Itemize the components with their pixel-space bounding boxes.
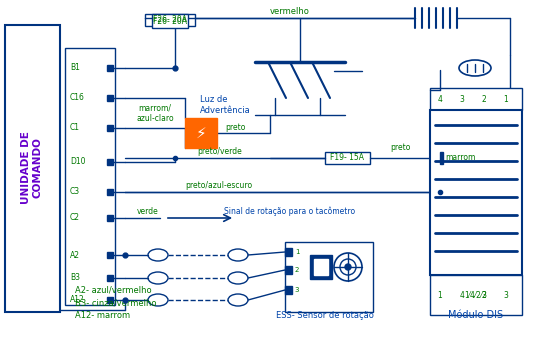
Text: 4: 4 [459, 290, 464, 299]
Text: 1⁄4⁄2⁄3: 1⁄4⁄2⁄3 [464, 290, 488, 299]
Text: F19- 15A: F19- 15A [330, 153, 364, 163]
Text: Luz de
Advertência: Luz de Advertência [200, 95, 251, 115]
Text: 3: 3 [295, 287, 299, 293]
Text: Módulo DIS: Módulo DIS [448, 310, 504, 320]
Bar [285, 242, 373, 312]
Text: preto/azul-escuro: preto/azul-escuro [185, 182, 252, 191]
Circle shape [345, 264, 351, 270]
Bar [107, 215, 113, 221]
Text: verde: verde [137, 207, 159, 216]
Bar [185, 118, 217, 148]
Bar [65, 48, 115, 305]
Bar [152, 14, 188, 28]
Text: 1: 1 [438, 290, 442, 299]
Text: F26- 20A: F26- 20A [153, 17, 187, 25]
Text: marrom/
azul-claro: marrom/ azul-claro [136, 103, 174, 123]
Text: C16: C16 [70, 94, 85, 102]
Text: 2: 2 [482, 290, 487, 299]
Bar [107, 275, 113, 281]
Text: D10: D10 [70, 158, 85, 167]
Text: B3: B3 [70, 273, 80, 283]
Text: 1: 1 [504, 96, 508, 104]
Bar [430, 88, 522, 110]
Bar [430, 275, 522, 315]
Text: ⚡: ⚡ [196, 125, 206, 141]
Text: marrom: marrom [445, 153, 475, 163]
Bar [314, 259, 328, 275]
Text: preto: preto [225, 122, 245, 131]
Bar [107, 159, 113, 165]
Text: preto/verde: preto/verde [198, 147, 243, 156]
Bar [107, 252, 113, 258]
Text: UNIDADE DE
COMANDO: UNIDADE DE COMANDO [21, 131, 43, 204]
Text: A2: A2 [70, 250, 80, 260]
Bar [285, 286, 292, 294]
Bar [107, 189, 113, 195]
Text: C2: C2 [70, 214, 80, 222]
Text: F26- 20A: F26- 20A [153, 16, 187, 24]
Text: A12: A12 [70, 295, 85, 305]
Text: 3: 3 [504, 290, 508, 299]
Text: 2: 2 [482, 96, 487, 104]
Bar [285, 248, 292, 256]
Bar [430, 110, 522, 275]
Text: A2- azul/vermelho: A2- azul/vermelho [75, 286, 151, 294]
Text: 3: 3 [459, 96, 464, 104]
Bar [107, 125, 113, 131]
Bar [145, 14, 195, 26]
Text: A12- marrom: A12- marrom [75, 312, 130, 320]
Text: ESS- Sensor de rotação: ESS- Sensor de rotação [276, 312, 374, 320]
Text: preto: preto [390, 144, 410, 152]
Bar [310, 255, 332, 279]
Bar [440, 152, 443, 164]
Text: C1: C1 [70, 123, 80, 132]
Bar [5, 25, 60, 312]
Text: B3- cinza/vermelho: B3- cinza/vermelho [75, 298, 157, 308]
Text: 1: 1 [295, 249, 299, 255]
Text: vermelho: vermelho [270, 7, 310, 17]
Text: 2: 2 [295, 267, 299, 273]
Text: 4: 4 [438, 96, 442, 104]
Bar [107, 95, 113, 101]
Bar [107, 297, 113, 303]
Text: Sinal de rotação para o tacômetro: Sinal de rotação para o tacômetro [224, 206, 356, 216]
Bar [107, 65, 113, 71]
Bar [325, 152, 370, 164]
Text: C3: C3 [70, 188, 80, 196]
Bar [285, 266, 292, 274]
Text: B1: B1 [70, 64, 80, 72]
